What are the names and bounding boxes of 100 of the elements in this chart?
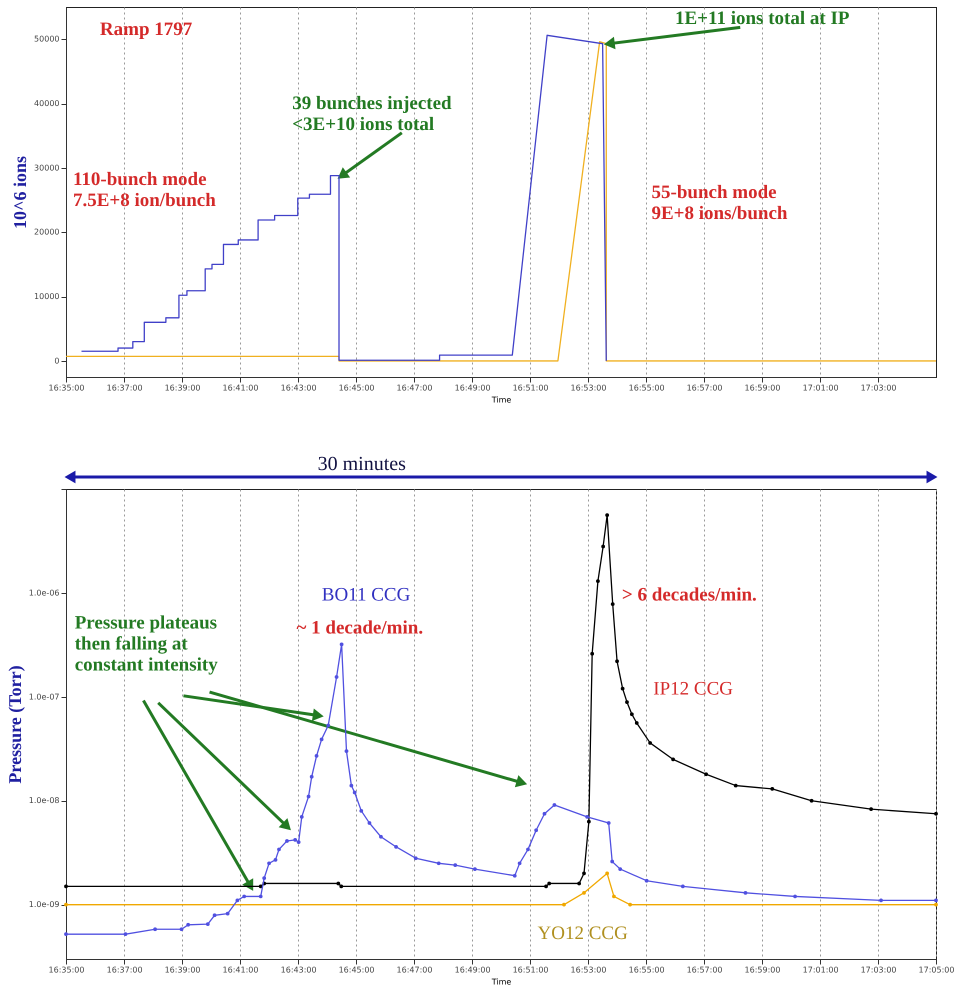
y-tick-label: 1.0e-08	[28, 796, 60, 806]
annotation: 110-bunch mode 7.5E+8 ion/bunch	[72, 168, 216, 211]
text: 30 minutes	[318, 453, 406, 475]
point	[628, 902, 632, 907]
point	[770, 787, 774, 791]
point	[577, 882, 581, 886]
point	[648, 741, 652, 745]
annotation: 55-bunch mode 9E+8 ions/bunch	[652, 182, 788, 224]
x-tick-label: 16:57:00	[686, 384, 723, 392]
point	[582, 872, 586, 876]
point	[320, 737, 324, 742]
point	[544, 884, 548, 888]
y-tick-label: 1.0e-07	[28, 692, 60, 702]
x-tick-label: 16:53:00	[570, 966, 606, 974]
x-tick-label: 16:45:00	[338, 384, 375, 392]
series-label: IP12 CCG	[653, 678, 734, 700]
point	[186, 922, 190, 927]
point	[605, 872, 610, 876]
point	[349, 784, 354, 788]
point	[620, 686, 624, 690]
point	[590, 652, 594, 656]
x-tick-label: 16:37:00	[106, 966, 143, 974]
series-label: YO12 CCG	[538, 922, 628, 944]
point	[336, 882, 340, 886]
x-tick-label: 16:43:00	[280, 384, 317, 392]
x-tick-label: 16:37:00	[106, 384, 143, 392]
point	[64, 932, 68, 936]
point	[618, 867, 622, 871]
point	[258, 894, 263, 898]
y-tick-label: 50000	[34, 34, 60, 44]
x-tick-label: 16:41:00	[222, 384, 258, 392]
point	[334, 675, 338, 679]
point	[274, 858, 278, 862]
point	[542, 812, 546, 816]
point	[277, 848, 281, 852]
point	[644, 878, 649, 883]
annotation: ~ 1 decade/min.	[296, 617, 424, 638]
x-tick-label: 17:01:00	[802, 384, 839, 392]
point	[436, 861, 441, 866]
annotation: 39 bunches injected <3E+10 ions total	[292, 92, 452, 135]
point	[934, 898, 938, 902]
point	[601, 544, 606, 548]
point	[212, 913, 216, 918]
point	[242, 894, 246, 898]
x-tick-label: 16:43:00	[280, 966, 317, 974]
x-tick-label: 16:57:00	[686, 966, 723, 974]
point	[64, 884, 68, 888]
x-tick-label: 16:55:00	[628, 966, 665, 974]
point	[340, 642, 344, 646]
point	[582, 890, 586, 895]
point	[734, 784, 738, 788]
point	[879, 898, 883, 902]
point	[180, 927, 184, 932]
x-tick-label: 16:53:00	[570, 384, 606, 392]
point	[518, 861, 522, 866]
point	[934, 812, 938, 816]
x-tick-label: 16:59:00	[744, 384, 780, 392]
point	[153, 927, 157, 932]
point	[534, 828, 538, 832]
x-tick-label: 16:39:00	[164, 384, 201, 392]
x-tick-label: 16:59:00	[744, 966, 780, 974]
point	[606, 821, 611, 825]
point	[512, 874, 517, 878]
point	[547, 882, 552, 886]
point	[310, 774, 314, 779]
x-tick-label: 16:39:00	[164, 966, 201, 974]
point	[473, 867, 477, 871]
point	[314, 754, 318, 758]
point	[453, 863, 458, 868]
x-tick-label: 16:35:00	[48, 384, 84, 392]
point	[605, 513, 610, 518]
point	[671, 758, 675, 762]
x-tick-label: 16:51:00	[512, 384, 549, 392]
point	[793, 894, 797, 898]
x-axis-title: Time	[490, 396, 512, 404]
point	[293, 838, 298, 842]
x-tick-label: 16:47:00	[396, 966, 432, 974]
x-tick-label: 16:55:00	[628, 384, 665, 392]
point	[262, 876, 266, 880]
point	[744, 890, 748, 895]
point	[296, 840, 301, 844]
point	[625, 700, 629, 704]
point	[704, 772, 708, 776]
point	[596, 579, 600, 583]
y-tick-label: 1.0e-09	[28, 900, 60, 910]
text: BO11 CCG	[322, 584, 411, 606]
point	[394, 844, 398, 849]
point	[236, 898, 240, 902]
y-tick-label: 10000	[34, 292, 60, 302]
annotation: Ramp 1797	[100, 18, 193, 40]
point	[267, 861, 271, 866]
point	[630, 712, 634, 716]
point	[64, 902, 68, 907]
point	[585, 814, 589, 819]
point	[326, 724, 330, 728]
point	[306, 794, 310, 798]
point	[526, 848, 530, 852]
x-tick-label: 16:49:00	[454, 384, 491, 392]
point	[379, 834, 383, 839]
x-tick-label: 17:01:00	[802, 966, 839, 974]
